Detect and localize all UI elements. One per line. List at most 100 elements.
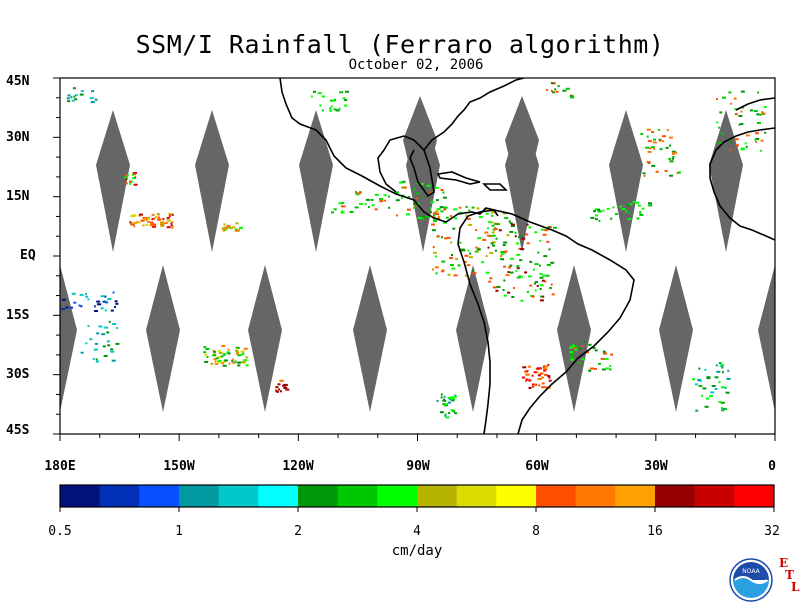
rain-pixel bbox=[454, 217, 458, 220]
north-america-coast bbox=[279, 78, 499, 223]
rain-pixel bbox=[341, 205, 343, 208]
rain-pixel bbox=[70, 306, 73, 309]
lon-label-30w: 30W bbox=[644, 459, 668, 474]
rain-pixel bbox=[539, 284, 544, 287]
rain-pixel bbox=[542, 233, 547, 236]
rain-pixel bbox=[565, 87, 570, 90]
rain-pixel bbox=[482, 238, 487, 241]
rain-pixel bbox=[221, 362, 225, 365]
rain-pixel bbox=[532, 384, 535, 387]
chart-date: October 02, 2006 bbox=[348, 57, 484, 73]
rain-pixel bbox=[627, 218, 632, 221]
rain-pixel bbox=[648, 202, 652, 205]
rain-pixel bbox=[503, 279, 506, 282]
rain-pixel bbox=[108, 320, 111, 323]
rain-pixel bbox=[395, 191, 400, 194]
rain-pixel bbox=[609, 365, 612, 368]
rain-pixel bbox=[516, 265, 520, 268]
rain-pixel bbox=[321, 95, 325, 98]
lab-letter-l: L bbox=[791, 580, 800, 594]
rain-pixel bbox=[440, 396, 443, 399]
rain-pixel bbox=[524, 271, 528, 274]
rain-pixel bbox=[439, 206, 444, 209]
rain-pixel bbox=[513, 287, 515, 289]
rain-pixel bbox=[706, 376, 711, 379]
rain-pixel bbox=[341, 201, 345, 204]
rain-pixel bbox=[241, 360, 246, 363]
rain-pixel bbox=[598, 362, 601, 365]
rain-pixel bbox=[721, 407, 723, 409]
rain-pixel bbox=[168, 213, 172, 216]
rain-pixel bbox=[450, 409, 455, 412]
rain-pixel bbox=[132, 177, 135, 180]
rain-pixel bbox=[80, 305, 83, 308]
rain-pixel bbox=[734, 108, 738, 111]
rain-pixel bbox=[655, 170, 659, 173]
rain-pixel bbox=[231, 360, 234, 363]
rain-pixel bbox=[668, 136, 673, 139]
rain-pixel bbox=[279, 379, 284, 382]
rain-pixel bbox=[468, 223, 473, 226]
rain-pixel bbox=[524, 370, 528, 373]
rain-pixel bbox=[129, 182, 132, 185]
rain-pixel bbox=[96, 332, 100, 335]
rain-pixel bbox=[764, 131, 767, 134]
africa-west-coast bbox=[709, 127, 775, 241]
rain-pixel bbox=[485, 271, 490, 274]
rain-pixel bbox=[588, 344, 591, 346]
rain-pixel bbox=[171, 225, 174, 228]
rain-pixel bbox=[521, 237, 526, 240]
lon-label-60w: 60W bbox=[525, 459, 549, 474]
rain-pixel bbox=[628, 211, 631, 214]
rain-pixel bbox=[223, 223, 226, 226]
rain-pixel bbox=[628, 203, 633, 206]
rain-pixel bbox=[431, 223, 435, 226]
rain-pixel bbox=[503, 241, 508, 244]
rain-pixel bbox=[719, 111, 723, 114]
rain-pixel bbox=[538, 384, 541, 387]
rain-pixel bbox=[488, 280, 492, 283]
rain-pixel bbox=[728, 91, 732, 94]
rain-pixel bbox=[488, 221, 492, 224]
rain-pixel bbox=[503, 294, 507, 297]
rain-pixel bbox=[104, 309, 107, 312]
rain-pixel bbox=[469, 256, 473, 259]
rain-pixel bbox=[464, 274, 469, 277]
rain-pixel bbox=[508, 266, 512, 269]
rain-pixel bbox=[239, 226, 243, 229]
rain-pixel bbox=[277, 383, 281, 386]
swath-gap bbox=[456, 265, 490, 412]
rain-pixel bbox=[666, 129, 669, 132]
rain-pixel bbox=[448, 412, 451, 414]
rain-pixel bbox=[544, 280, 547, 283]
rain-pixel bbox=[714, 387, 718, 390]
rain-pixel bbox=[106, 340, 110, 343]
rain-pixel bbox=[130, 215, 135, 218]
rain-pixel bbox=[451, 267, 456, 270]
rain-pixel bbox=[85, 292, 87, 295]
rain-pixel bbox=[406, 213, 410, 216]
rain-pixel bbox=[91, 90, 95, 93]
rain-pixel bbox=[651, 164, 656, 167]
rain-pixel bbox=[354, 206, 359, 209]
rain-pixel bbox=[235, 222, 239, 225]
rain-pixel bbox=[457, 264, 461, 267]
rain-pixel bbox=[104, 295, 107, 298]
lon-label-120w: 120W bbox=[282, 459, 314, 474]
colorbar-label-2: 2 bbox=[294, 524, 302, 539]
rain-pixel bbox=[111, 359, 116, 362]
swath-gap bbox=[403, 96, 437, 210]
rain-pixel bbox=[760, 149, 763, 152]
rain-pixel bbox=[541, 279, 545, 282]
rain-pixel bbox=[450, 241, 453, 244]
rain-pixel bbox=[755, 140, 758, 143]
lat-label-eq: EQ bbox=[20, 248, 36, 263]
rain-pixel bbox=[646, 135, 649, 138]
rain-pixel bbox=[627, 204, 631, 207]
rain-pixel bbox=[502, 244, 506, 246]
rain-pixel bbox=[408, 195, 411, 198]
colorbar-label-4: 4 bbox=[413, 524, 421, 539]
rain-pixel bbox=[534, 231, 538, 234]
rain-pixel bbox=[464, 254, 469, 257]
rain-pixel bbox=[379, 197, 383, 200]
